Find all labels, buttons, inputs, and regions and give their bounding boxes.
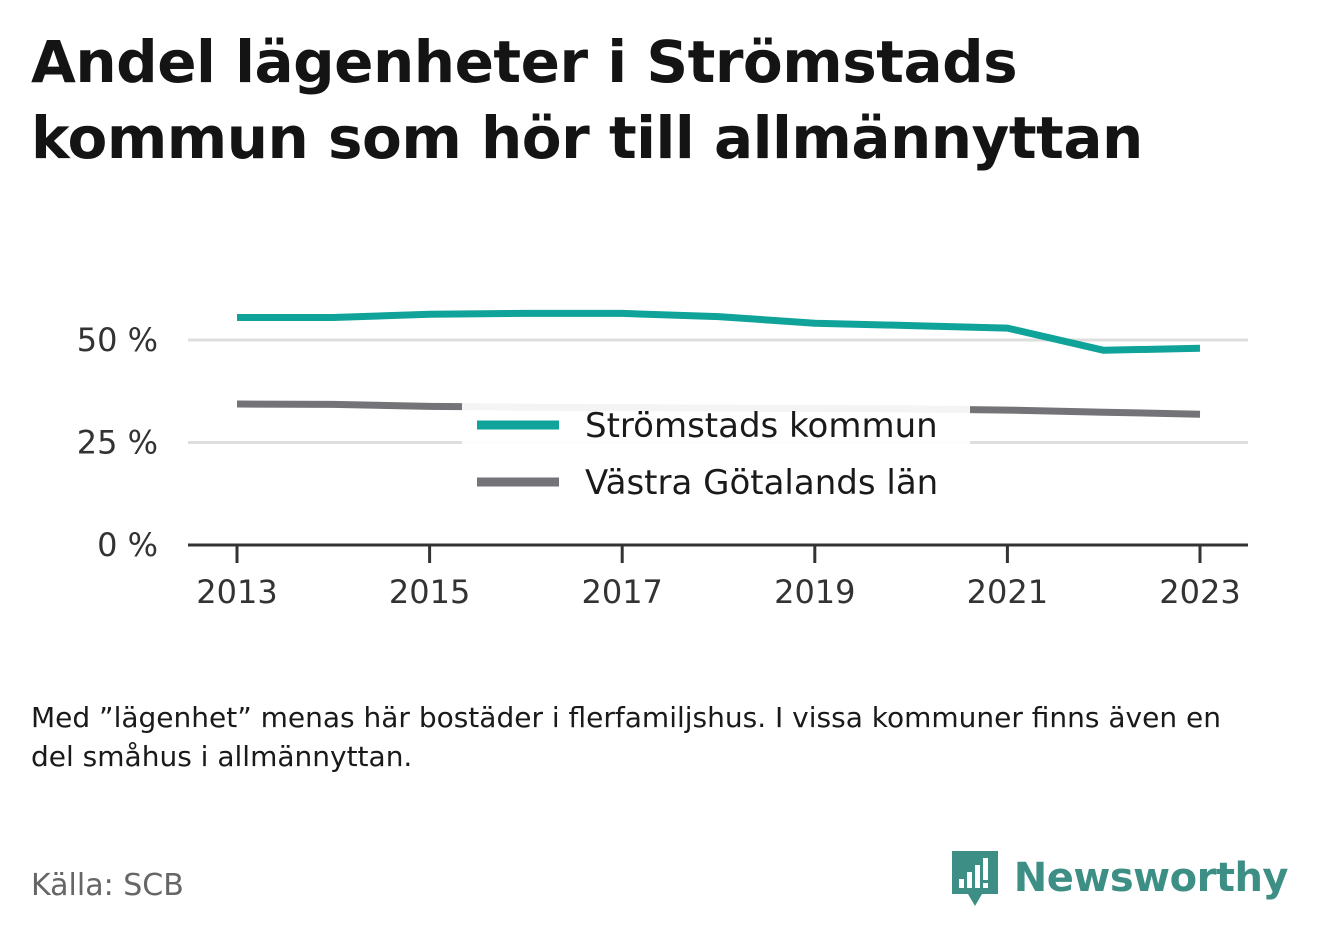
legend-background: [462, 397, 970, 515]
legend-label: Strömstads kommun: [585, 406, 938, 446]
brand-logo[interactable]: Newsworthy: [950, 848, 1289, 908]
x-axis-tick-labels: 2013 2015 2017 2019 2021 2023: [196, 573, 1240, 611]
newsworthy-logo-icon: [951, 851, 998, 906]
footnote: Med ”lägenhet” menas här bostäder i fler…: [31, 701, 1221, 773]
x-tick-label: 2013: [196, 573, 277, 611]
legend: Strömstads kommun Västra Götalands län: [462, 397, 970, 515]
x-tick-label: 2023: [1159, 573, 1240, 611]
source-label: Källa: SCB: [31, 868, 184, 903]
x-tick-label: 2021: [967, 573, 1048, 611]
x-axis: [188, 543, 1248, 563]
series-line-stromstad: [237, 309, 1201, 354]
line-chart: 0 % 25 % 50 % Strömstads kommun Västra Göta…: [77, 309, 1248, 611]
y-tick-label: 25 %: [77, 424, 158, 462]
x-tick-label: 2019: [774, 573, 855, 611]
brand-name: Newsworthy: [1013, 855, 1289, 901]
chart-title: Andel lägenheter i Strömstads kommun som…: [31, 28, 1143, 172]
x-tick-label: 2015: [389, 573, 470, 611]
y-tick-label: 0 %: [97, 526, 158, 564]
y-tick-label: 50 %: [77, 321, 158, 359]
x-tick-label: 2017: [581, 573, 662, 611]
legend-label: Västra Götalands län: [585, 463, 938, 503]
y-axis-tick-labels: 0 % 25 % 50 %: [77, 321, 158, 564]
